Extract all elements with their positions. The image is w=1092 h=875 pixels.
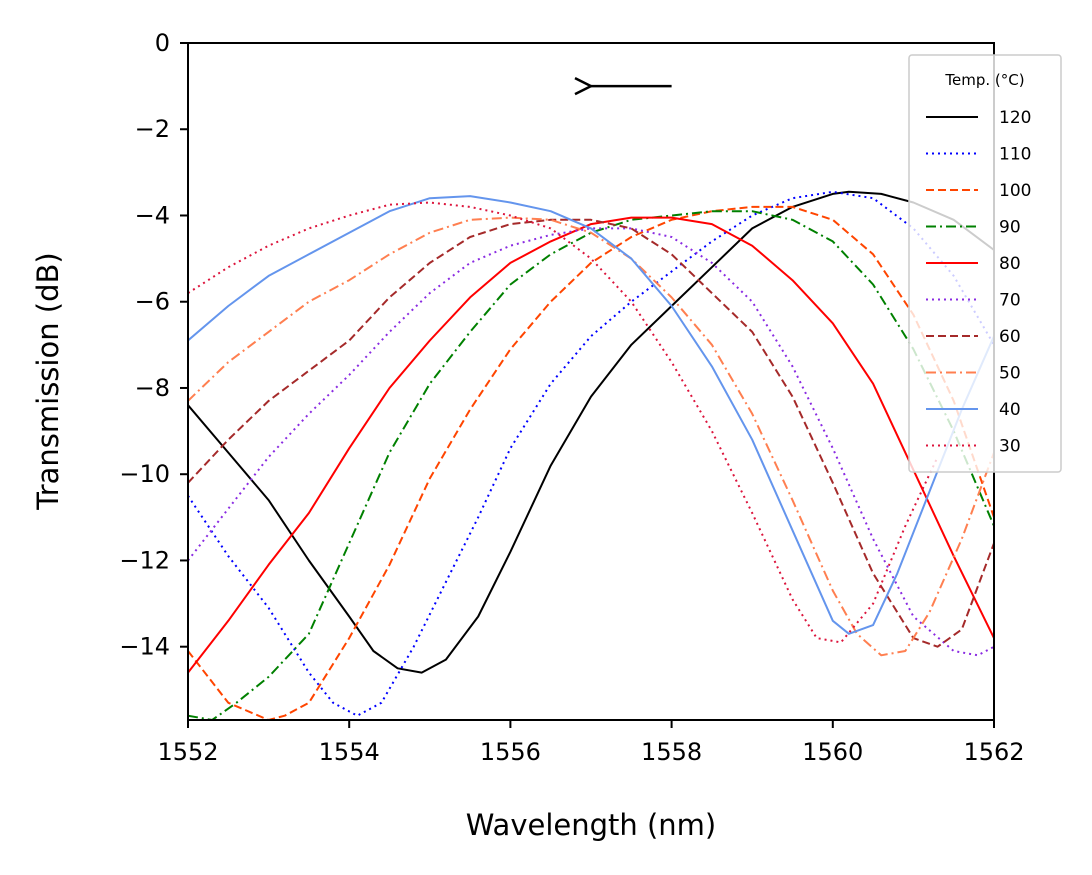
series-line-110 [188, 190, 994, 717]
y-tick-label: −8 [135, 374, 170, 402]
legend-label-120: 120 [999, 108, 1031, 128]
series-line-40 [188, 195, 994, 635]
plot-background [188, 43, 994, 720]
x-axis-label: Wavelength (nm) [466, 808, 717, 842]
legend-label-100: 100 [999, 181, 1031, 201]
x-tick-label: 1556 [480, 738, 541, 766]
y-tick-label: −12 [119, 546, 170, 574]
series-line-30 [188, 201, 939, 644]
legend-label-110: 110 [999, 145, 1031, 165]
x-tick-label: 1558 [641, 738, 702, 766]
x-axis: 1552 1554 1556 1558 1560 1562 [157, 720, 1025, 766]
y-tick-label: 0 [155, 29, 170, 57]
y-tick-label: −6 [135, 288, 170, 316]
y-tick-label: −2 [135, 115, 170, 143]
legend-label-90: 90 [999, 218, 1021, 238]
series-line-70 [188, 227, 994, 657]
legend: Temp. (°C) 120 110 100 90 80 70 60 50 40 30 [908, 54, 1062, 473]
y-tick-label: −10 [119, 460, 170, 488]
legend-label-40: 40 [999, 400, 1021, 420]
series-line-80 [188, 216, 994, 674]
x-tick-label: 1552 [157, 738, 218, 766]
series-layer [188, 190, 994, 720]
y-axis: 0 −2 −4 −6 −8 −10 −12 −14 [119, 29, 188, 661]
series-line-60 [188, 218, 994, 648]
x-tick-label: 1560 [802, 738, 863, 766]
x-tick-label: 1554 [319, 738, 380, 766]
legend-label-60: 60 [999, 327, 1021, 347]
y-tick-label: −14 [119, 633, 170, 661]
legend-title: Temp. (°C) [944, 71, 1024, 89]
legend-label-70: 70 [999, 291, 1021, 311]
legend-label-80: 80 [999, 254, 1021, 274]
legend-box [908, 54, 1062, 473]
x-tick-label: 1562 [963, 738, 1024, 766]
y-axis-label: Transmission (dB) [31, 252, 65, 511]
series-line-90 [188, 210, 994, 720]
y-tick-label: −4 [135, 201, 170, 229]
series-line-100 [188, 205, 994, 720]
legend-label-30: 30 [999, 437, 1021, 457]
legend-label-50: 50 [999, 364, 1021, 384]
series-line-120 [188, 190, 994, 674]
